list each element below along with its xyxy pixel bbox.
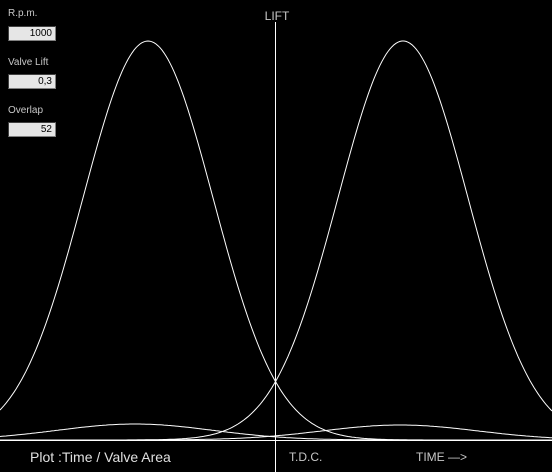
field-input[interactable]: 0,3 bbox=[8, 74, 56, 89]
field-label: Valve Lift bbox=[8, 57, 49, 68]
plot-title: Plot :Time / Valve Area bbox=[30, 449, 171, 465]
field-label: R.p.m. bbox=[8, 8, 38, 19]
y-label: LIFT bbox=[265, 9, 290, 23]
field-input[interactable]: 1000 bbox=[8, 26, 56, 41]
x-label: TIME —> bbox=[416, 450, 467, 464]
field-label: Overlap bbox=[8, 105, 44, 116]
tdc-label: T.D.C. bbox=[289, 450, 322, 464]
field-input[interactable]: 52 bbox=[8, 122, 56, 137]
